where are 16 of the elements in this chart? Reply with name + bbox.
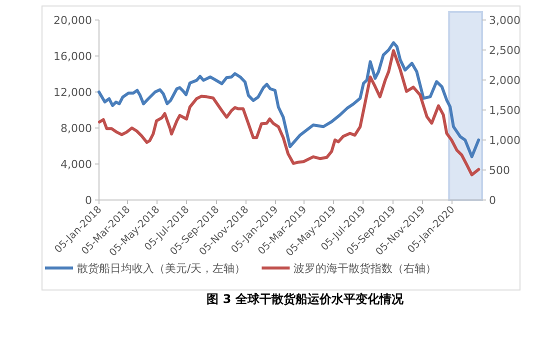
legend-label: 散货船日均收入（美元/天，左轴）: [77, 262, 246, 275]
y2-tick-label: 2,000: [489, 74, 520, 87]
y-tick-label: 20,000: [54, 14, 92, 27]
y2-tick-label: 0: [489, 194, 496, 207]
y2-tick-label: 2,500: [489, 44, 520, 57]
y2-tick-label: 1,500: [489, 104, 520, 117]
y2-tick-label: 500: [489, 164, 510, 177]
legend-label: 波罗的海干散货指数（右轴）: [294, 262, 437, 275]
text: 图 3 全球干散货船运价水平变化情况: [206, 292, 404, 306]
y-tick-label: 8,000: [60, 122, 92, 135]
y-tick-label: 0: [85, 194, 92, 207]
y-tick-label: 4,000: [60, 158, 92, 171]
y2-tick-label: 1,000: [489, 134, 520, 147]
y-tick-label: 12,000: [54, 86, 92, 99]
y-tick-label: 16,000: [54, 50, 92, 63]
y2-tick-label: 3,000: [489, 14, 520, 27]
